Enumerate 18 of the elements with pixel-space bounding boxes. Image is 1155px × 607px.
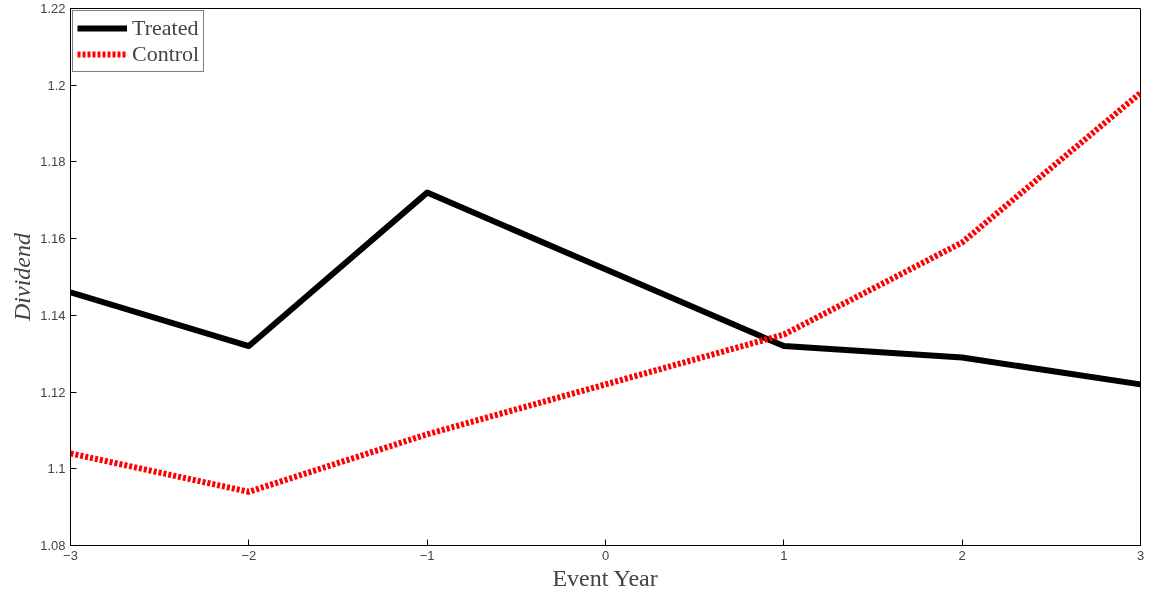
y-tick-label: 1.18 — [40, 154, 66, 170]
y-tick-label: 1.16 — [40, 231, 66, 247]
legend-label: Control — [132, 41, 200, 67]
y-axis-title: Dividend — [9, 232, 36, 322]
x-tick-label: −2 — [241, 547, 257, 563]
x-tick-label: 2 — [958, 547, 966, 563]
y-tick-label: 1.08 — [40, 538, 66, 553]
legend-label: Treated — [132, 15, 199, 41]
y-tick-label: 1.12 — [40, 384, 66, 400]
y-tick-label: 1.1 — [47, 461, 66, 477]
y-tick-label: 1.14 — [40, 307, 66, 323]
x-tick-label: 3 — [1136, 547, 1145, 563]
x-axis-title: Event Year — [552, 564, 658, 591]
x-tick-label: 1 — [780, 547, 788, 563]
y-tick-label: 1.22 — [40, 1, 66, 16]
x-tick-label: 0 — [601, 547, 610, 563]
y-tick-label: 1.2 — [47, 77, 66, 93]
x-tick-label: −1 — [419, 547, 435, 563]
